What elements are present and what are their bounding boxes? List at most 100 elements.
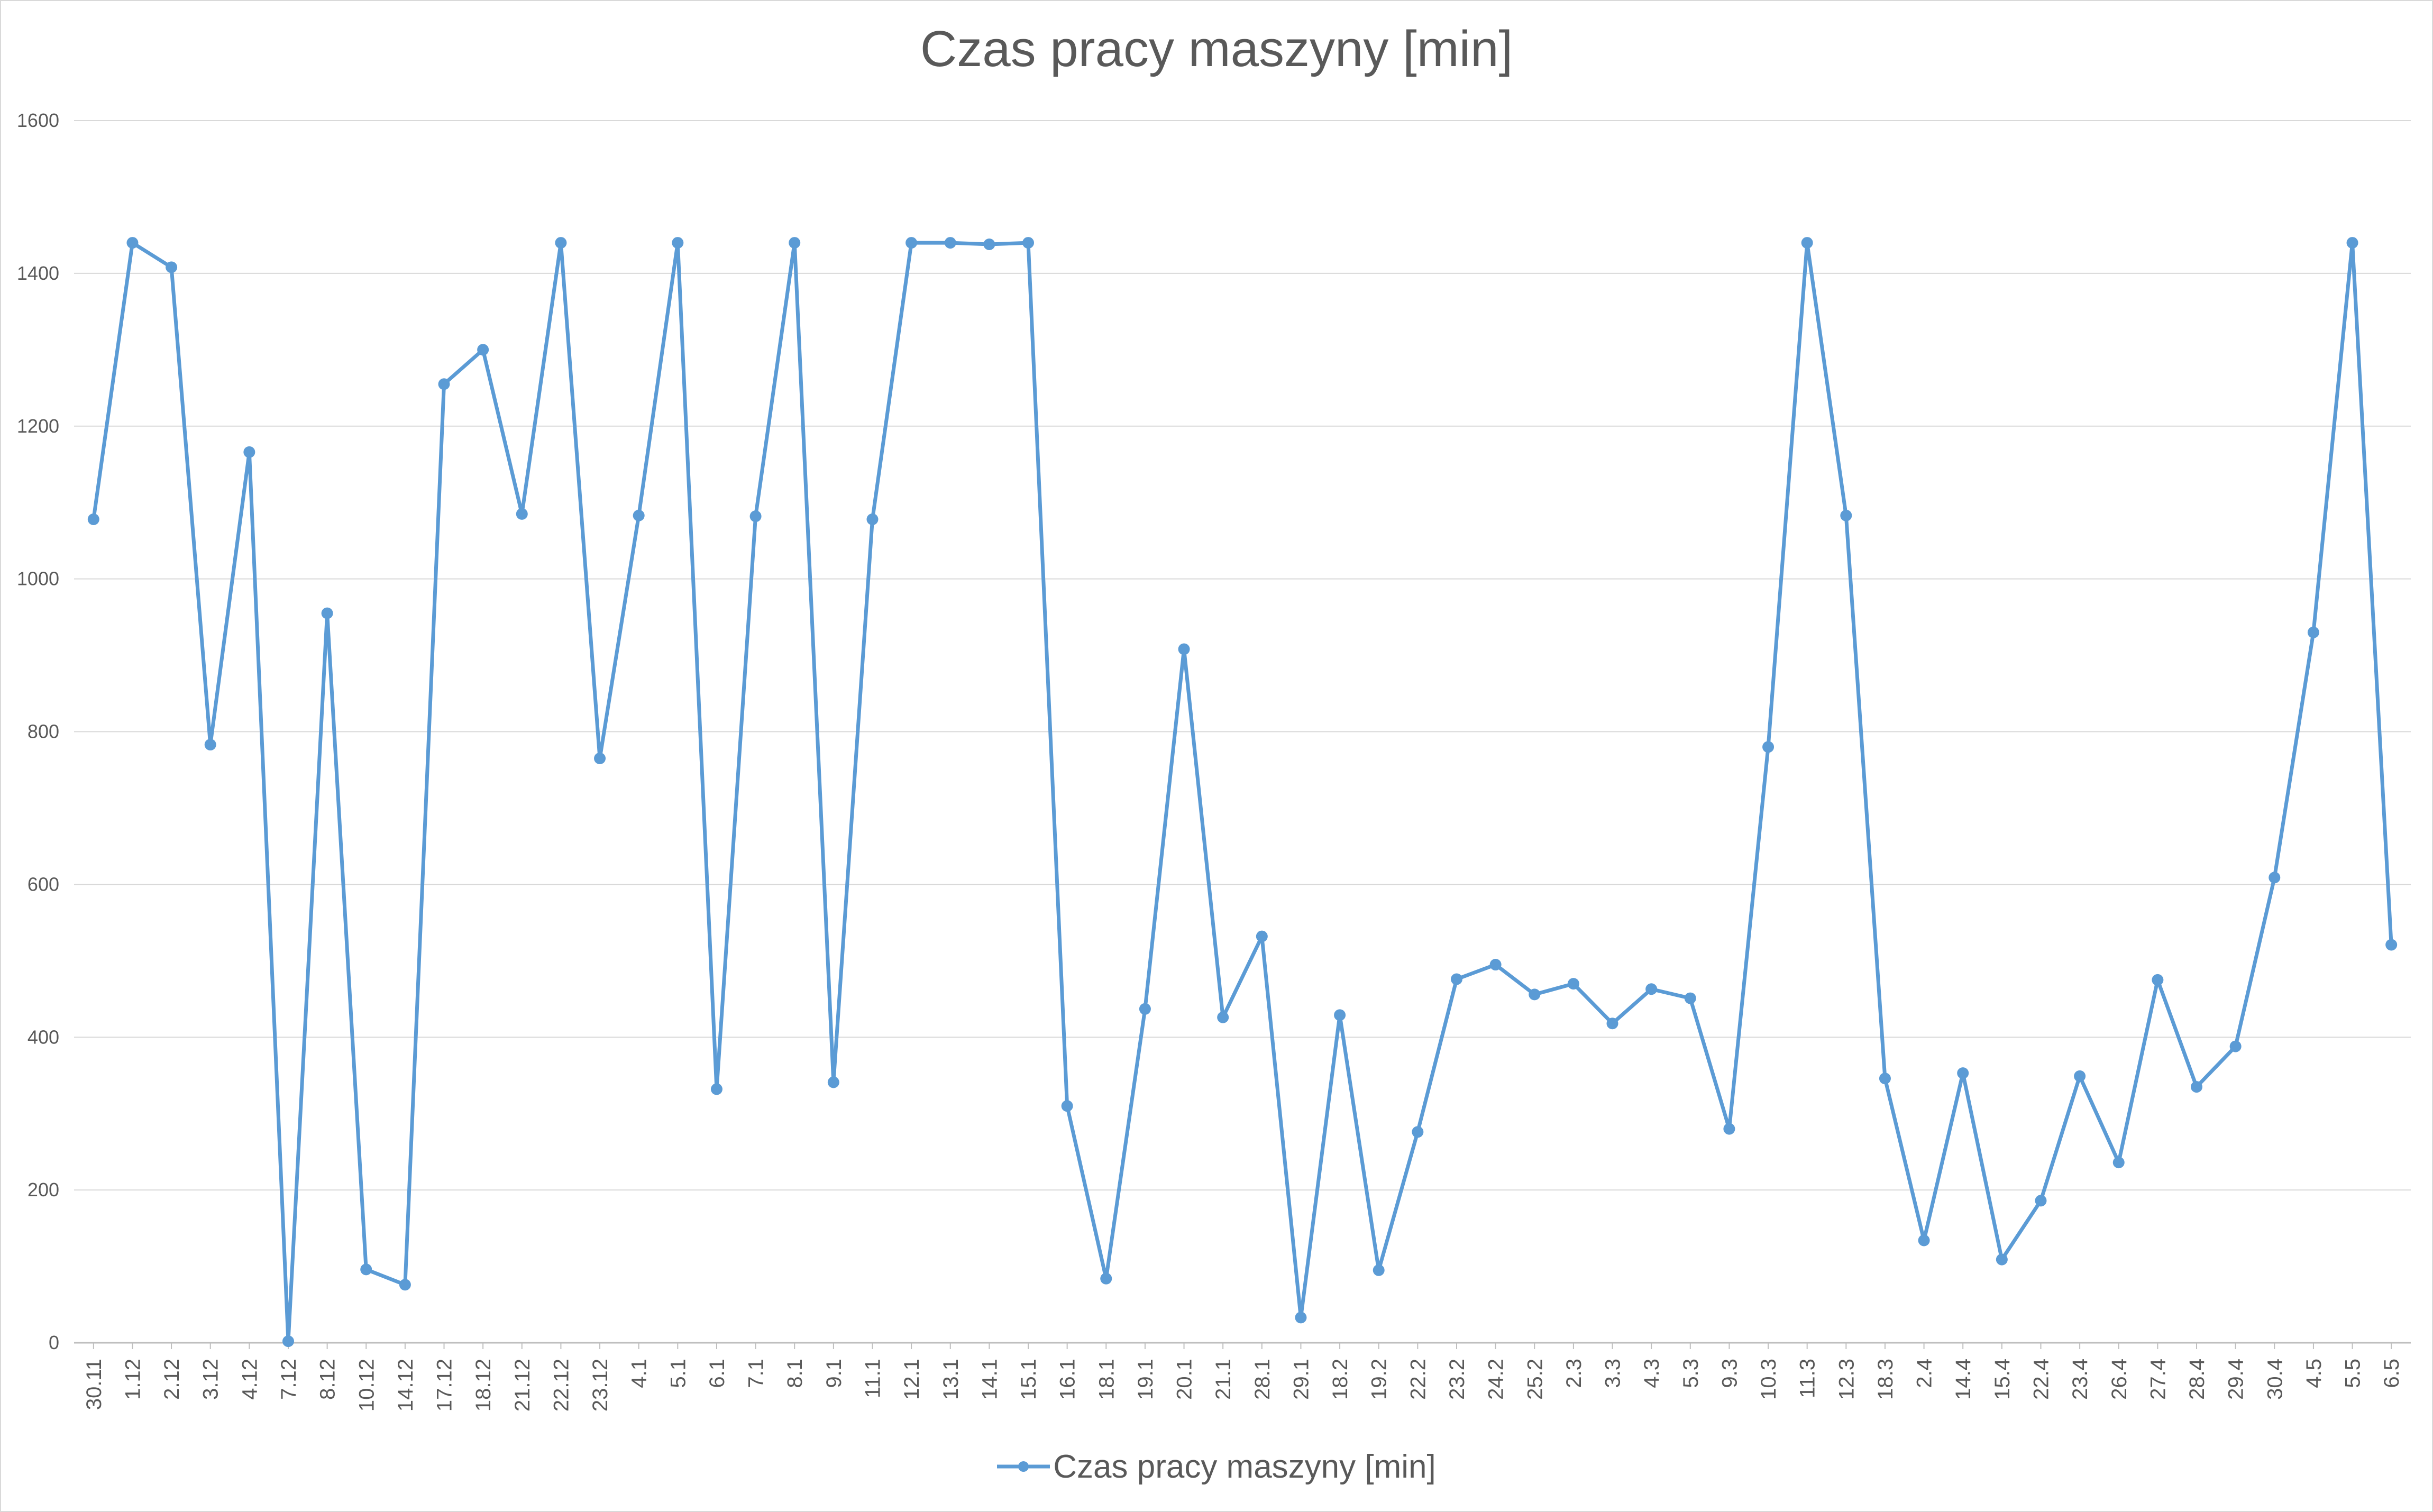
x-tick-label: 6.1 bbox=[706, 1359, 729, 1388]
x-tick-label: 3.3 bbox=[1602, 1359, 1625, 1388]
data-point bbox=[1450, 973, 1462, 985]
x-tick-label: 18.3 bbox=[1874, 1359, 1897, 1400]
x-tick-label: 22.2 bbox=[1406, 1359, 1430, 1400]
y-tick-label: 1600 bbox=[17, 109, 59, 131]
x-tick-label: 19.1 bbox=[1134, 1359, 1157, 1400]
x-tick-label: 18.1 bbox=[1095, 1359, 1118, 1400]
data-point bbox=[2112, 1157, 2125, 1169]
x-tick-label: 9.1 bbox=[822, 1359, 846, 1388]
x-tick-label: 4.3 bbox=[1640, 1359, 1663, 1388]
x-tick-label: 28.1 bbox=[1251, 1359, 1274, 1400]
y-tick-label: 200 bbox=[28, 1179, 59, 1201]
data-point bbox=[2074, 1070, 2086, 1082]
data-point bbox=[2346, 237, 2358, 249]
x-tick-label: 7.1 bbox=[745, 1359, 768, 1388]
x-tick-label: 7.12 bbox=[277, 1359, 300, 1400]
data-point bbox=[2152, 974, 2164, 986]
data-point bbox=[87, 513, 99, 525]
x-tick-label: 4.5 bbox=[2302, 1359, 2326, 1388]
data-point bbox=[516, 508, 528, 520]
x-tick-label: 5.5 bbox=[2341, 1359, 2365, 1388]
data-point bbox=[1567, 978, 1579, 990]
data-point bbox=[749, 510, 762, 523]
x-axis: 30.11 1.12 2.12 3.12 4.12 7.12 8.12 10.12 14.12 1… bbox=[83, 1343, 2403, 1412]
x-tick-label: 2.3 bbox=[1562, 1359, 1586, 1388]
data-point bbox=[1801, 237, 1813, 249]
x-tick-label: 5.1 bbox=[666, 1359, 690, 1388]
data-point bbox=[672, 237, 684, 249]
y-tick-label: 400 bbox=[28, 1026, 59, 1048]
x-tick-label: 5.3 bbox=[1679, 1359, 1703, 1388]
data-point bbox=[1217, 1011, 1229, 1023]
x-tick-label: 22.4 bbox=[2029, 1359, 2053, 1400]
x-tick-label: 13.1 bbox=[939, 1359, 963, 1400]
data-point bbox=[555, 237, 567, 249]
data-point bbox=[1061, 1100, 1073, 1112]
data-point bbox=[1723, 1123, 1735, 1135]
data-point bbox=[1334, 1009, 1346, 1021]
data-point bbox=[2269, 872, 2281, 884]
data-point bbox=[1529, 988, 1541, 1001]
x-tick-label: 8.12 bbox=[316, 1359, 340, 1400]
data-point bbox=[1996, 1253, 2008, 1266]
data-point bbox=[1373, 1264, 1385, 1276]
x-tick-label: 29.4 bbox=[2225, 1359, 2248, 1400]
x-tick-label: 6.5 bbox=[2380, 1359, 2403, 1388]
data-point bbox=[827, 1076, 839, 1088]
x-tick-label: 21.12 bbox=[511, 1359, 534, 1412]
data-point bbox=[1684, 992, 1696, 1004]
x-tick-label: 25.2 bbox=[1523, 1359, 1547, 1400]
data-point bbox=[243, 446, 255, 458]
x-tick-label: 9.3 bbox=[1718, 1359, 1741, 1388]
data-point bbox=[282, 1335, 294, 1348]
data-point bbox=[399, 1279, 411, 1291]
data-point bbox=[710, 1083, 722, 1095]
x-tick-label: 2.4 bbox=[1913, 1359, 1936, 1388]
legend: Czas pracy maszyny [min] bbox=[0, 1443, 2433, 1490]
legend-series-marker bbox=[997, 1461, 1050, 1472]
x-tick-label: 23.2 bbox=[1446, 1359, 1469, 1400]
data-point bbox=[1412, 1126, 1424, 1138]
y-axis: 0 200 400 600 800 1000 1200 1400 1600 bbox=[17, 109, 59, 1353]
data-point bbox=[438, 378, 450, 390]
data-point bbox=[1489, 959, 1502, 971]
x-tick-label: 23.4 bbox=[2069, 1359, 2092, 1400]
x-tick-label: 15.4 bbox=[1991, 1359, 2014, 1400]
x-tick-label: 24.2 bbox=[1485, 1359, 1508, 1400]
data-point bbox=[1762, 741, 1775, 753]
x-tick-label: 30.4 bbox=[2263, 1359, 2286, 1400]
data-point bbox=[321, 607, 333, 619]
x-tick-label: 28.4 bbox=[2185, 1359, 2209, 1400]
x-tick-label: 12.1 bbox=[900, 1359, 923, 1400]
x-tick-label: 23.12 bbox=[589, 1359, 612, 1412]
data-point bbox=[1178, 643, 1190, 655]
data-point bbox=[1100, 1272, 1112, 1285]
x-tick-label: 4.12 bbox=[238, 1359, 261, 1400]
x-tick-label: 30.11 bbox=[83, 1359, 106, 1410]
series-line bbox=[92, 241, 2393, 1343]
x-tick-label: 20.1 bbox=[1173, 1359, 1196, 1400]
x-tick-label: 14.4 bbox=[1952, 1359, 1975, 1400]
data-point bbox=[2385, 939, 2398, 951]
data-point bbox=[360, 1263, 372, 1276]
x-tick-label: 17.12 bbox=[433, 1359, 456, 1412]
data-point bbox=[594, 753, 606, 765]
data-point bbox=[944, 237, 956, 249]
x-tick-label: 10.12 bbox=[355, 1359, 378, 1412]
x-tick-label: 22.12 bbox=[550, 1359, 573, 1412]
legend-series-label: Czas pracy maszyny [min] bbox=[1053, 1448, 1436, 1485]
data-point bbox=[1606, 1018, 1618, 1030]
data-point bbox=[1840, 509, 1852, 521]
x-tick-label: 2.12 bbox=[160, 1359, 184, 1400]
chart-title: Czas pracy maszyny [min] bbox=[920, 21, 1513, 77]
data-point bbox=[789, 237, 801, 249]
data-point bbox=[983, 238, 995, 250]
x-tick-label: 21.1 bbox=[1212, 1359, 1235, 1400]
data-point bbox=[2307, 626, 2319, 638]
x-tick-label: 16.1 bbox=[1056, 1359, 1080, 1400]
data-point bbox=[1295, 1312, 1307, 1324]
data-point bbox=[866, 513, 879, 525]
x-tick-label: 19.2 bbox=[1368, 1359, 1391, 1400]
x-tick-label: 14.1 bbox=[978, 1359, 1001, 1400]
